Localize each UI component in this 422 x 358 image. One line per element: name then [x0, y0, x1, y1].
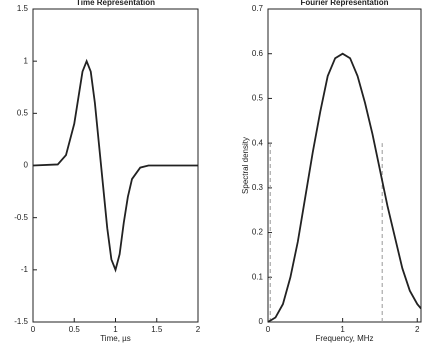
y-tick-label: 1.5: [17, 4, 29, 13]
data-line: [267, 52, 422, 323]
y-tick-label: 0.2: [252, 228, 264, 237]
x-tick-label: 2: [415, 325, 420, 334]
y-tick-label: 0.1: [252, 272, 264, 281]
x-axis-label: Frequency, MHz: [315, 334, 373, 343]
y-tick-label: 0.5: [252, 94, 264, 103]
x-tick-label: 1.5: [151, 325, 163, 334]
x-tick-label: 0: [31, 325, 36, 334]
y-tick-label: 0.4: [252, 138, 264, 147]
y-tick-label: 0.7: [252, 4, 264, 13]
y-tick-label: 0: [259, 317, 264, 326]
x-tick-label: 0.5: [69, 325, 81, 334]
chart-title: Fourier Representation: [300, 0, 388, 7]
y-tick-label: -0.5: [14, 213, 28, 222]
y-tick-label: 0: [24, 161, 29, 170]
y-axis-label: Spectral density: [241, 137, 250, 194]
y-tick-label: -1.5: [14, 317, 28, 326]
x-tick-label: 0: [266, 325, 271, 334]
axes-frame: [267, 8, 422, 323]
x-axis-label: Time, µs: [100, 334, 131, 343]
y-tick-label: 0.6: [252, 49, 264, 58]
x-tick-label: 2: [196, 325, 201, 334]
y-tick-label: 1: [24, 56, 29, 65]
chart-title: Time Representation: [76, 0, 155, 7]
y-tick-label: 0.5: [17, 108, 29, 117]
x-tick-label: 1: [113, 325, 118, 334]
y-tick-label: -1: [21, 265, 29, 274]
data-line: [32, 58, 198, 273]
y-tick-label: 0.3: [252, 183, 264, 192]
x-tick-label: 1: [340, 325, 345, 334]
